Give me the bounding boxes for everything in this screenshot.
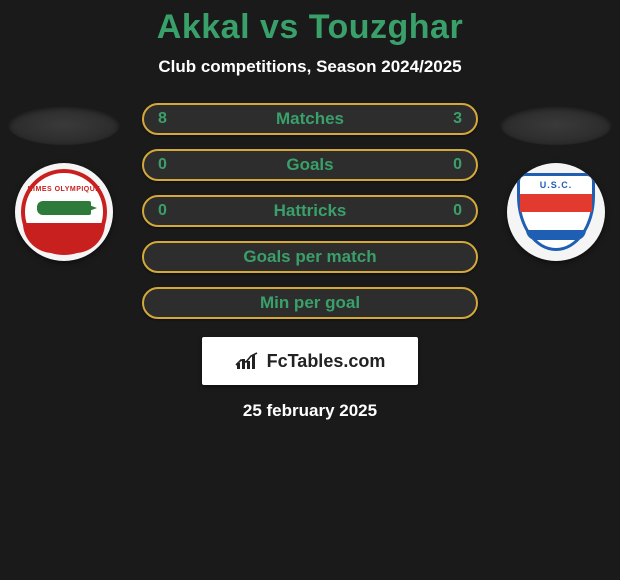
stat-label: Goals per match [243,247,376,267]
stat-label: Min per goal [260,293,360,313]
right-team-crest: U.S.C. [507,163,605,261]
stat-bar-hattricks: 0 Hattricks 0 [142,195,478,227]
stat-label: Goals [286,155,333,175]
left-player-silhouette [8,105,120,145]
stat-right-value: 0 [453,202,462,220]
left-crest-text: NIMES OLYMPIQUE [28,186,101,193]
stat-left-value: 0 [158,202,167,220]
stat-bar-gpm: Goals per match [142,241,478,273]
stat-right-value: 3 [453,110,462,128]
comparison-card: Akkal vs Touzghar Club competitions, Sea… [0,0,620,421]
stat-right-value: 0 [453,156,462,174]
stat-left-value: 8 [158,110,167,128]
stat-bars: 8 Matches 3 0 Goals 0 0 Hattricks 0 Goal… [124,103,496,319]
left-crest-field [23,223,105,253]
left-side: NIMES OLYMPIQUE [4,105,124,261]
right-crest-text: U.S.C. [520,180,592,190]
main-row: NIMES OLYMPIQUE 8 Matches 3 0 Goals 0 0 [0,105,620,319]
right-side: U.S.C. [496,105,616,261]
stat-bar-mpg: Min per goal [142,287,478,319]
page-title: Akkal vs Touzghar [0,8,620,47]
left-crest-croc-icon [37,201,91,215]
right-crest-shield: U.S.C. [517,173,595,251]
left-team-crest: NIMES OLYMPIQUE [15,163,113,261]
date-text: 25 february 2025 [0,401,620,421]
stat-bar-matches: 8 Matches 3 [142,103,478,135]
subtitle: Club competitions, Season 2024/2025 [0,57,620,77]
stat-label: Hattricks [274,201,347,221]
right-player-silhouette [500,105,612,145]
bar-chart-icon [235,351,261,371]
stat-left-value: 0 [158,156,167,174]
stat-label: Matches [276,109,344,129]
right-crest-wave [526,230,586,240]
brand-text: FcTables.com [267,351,386,372]
brand-box: FcTables.com [202,337,418,385]
stat-bar-goals: 0 Goals 0 [142,149,478,181]
right-crest-band [520,194,592,212]
